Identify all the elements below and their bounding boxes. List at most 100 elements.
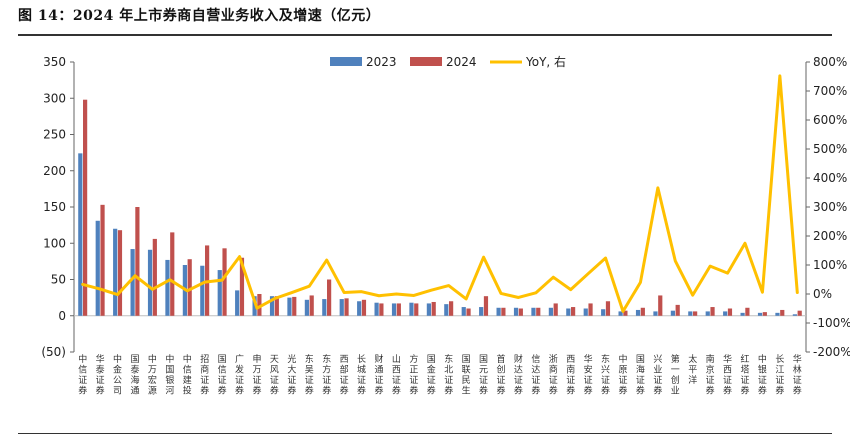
category-label: 广发证券 xyxy=(235,353,244,397)
right-tick-label: 800% xyxy=(813,55,847,69)
right-tick-label: 700% xyxy=(813,84,847,98)
bar-2024 xyxy=(693,311,698,316)
category-label: 东吴证券 xyxy=(305,353,314,397)
bar-2024 xyxy=(83,99,88,316)
category-label: 中原证券 xyxy=(618,353,627,397)
left-tick-label: 50 xyxy=(51,273,66,287)
category-label: 长城证券 xyxy=(357,353,366,397)
category-label: 红塔证券 xyxy=(740,353,749,397)
legend-label: 2024 xyxy=(446,55,477,69)
bar-2023 xyxy=(391,303,397,316)
bar-2023 xyxy=(269,296,275,316)
right-tick-label: 600% xyxy=(813,113,847,127)
bar-2023 xyxy=(409,302,414,316)
bar-2024 xyxy=(449,301,454,316)
category-label: 国元证券 xyxy=(479,354,488,397)
bar-2023 xyxy=(78,153,83,316)
bar-2023 xyxy=(566,308,571,316)
bar-2024 xyxy=(710,307,715,316)
bar-2023 xyxy=(635,309,641,316)
category-label: 第一创业 xyxy=(671,353,680,397)
bar-2023 xyxy=(461,307,466,316)
bar-2023 xyxy=(374,302,379,316)
bar-2024 xyxy=(536,307,541,316)
category-label: 中信建投 xyxy=(183,353,192,397)
bar-2023 xyxy=(688,311,693,316)
left-tick-label: (50) xyxy=(41,345,66,359)
bottom-rule xyxy=(18,433,832,434)
category-label: 财通证券 xyxy=(374,353,383,397)
bar-2024 xyxy=(327,279,332,316)
category-label: 中信证券 xyxy=(78,353,87,397)
category-label: 天风证券 xyxy=(270,355,279,397)
bar-2024 xyxy=(170,232,175,316)
bar-2023 xyxy=(304,299,309,316)
yoy-series-line xyxy=(81,74,799,313)
bar-2023 xyxy=(670,310,675,316)
bar-2023 xyxy=(653,311,658,316)
category-label: 兴业证券 xyxy=(653,354,662,397)
left-tick-label: 350 xyxy=(43,55,66,69)
category-label: 信达证券 xyxy=(531,353,540,397)
bar-2024 xyxy=(292,296,297,316)
legend-swatch-2024 xyxy=(410,57,442,66)
bar-2024 xyxy=(274,296,279,316)
bar-2024 xyxy=(135,207,140,316)
category-label: 光大证券 xyxy=(287,353,296,397)
bar-2024 xyxy=(379,303,384,316)
category-label: 华林证券 xyxy=(793,353,802,397)
category-label: 太平洋 xyxy=(688,353,697,386)
bar-2024 xyxy=(780,309,785,316)
bar-2024 xyxy=(361,299,367,316)
category-label: 中金公司 xyxy=(113,353,122,397)
left-tick-label: 100 xyxy=(43,236,66,250)
bar-2023 xyxy=(287,297,292,316)
category-label: 中国银河 xyxy=(165,353,174,397)
bar-2023 xyxy=(496,307,501,316)
bar-2023 xyxy=(757,312,763,316)
category-label: 申万证券 xyxy=(252,353,261,397)
left-tick-label: 250 xyxy=(43,128,66,142)
bar-2023 xyxy=(252,296,257,316)
bar-2023 xyxy=(95,220,100,316)
legend-label: 2023 xyxy=(366,55,397,69)
category-label: 中万宏源 xyxy=(148,353,157,397)
right-tick-label: 100% xyxy=(813,258,847,272)
bar-2023 xyxy=(217,270,222,316)
left-tick-label: 150 xyxy=(43,200,66,214)
left-tick-label: 300 xyxy=(43,91,66,105)
category-label: 国信证券 xyxy=(218,354,227,397)
bar-2024 xyxy=(518,308,523,316)
bar-2024 xyxy=(466,308,471,316)
bar-2024 xyxy=(222,248,227,316)
bar-2024 xyxy=(239,257,245,316)
category-label: 招商证券 xyxy=(200,353,209,397)
right-tick-label: 300% xyxy=(813,200,847,214)
bar-2023 xyxy=(444,304,449,316)
bar-2024 xyxy=(309,295,314,316)
bar-2023 xyxy=(235,290,240,316)
category-label: 方正证券 xyxy=(409,353,418,397)
category-label: 西南证券 xyxy=(566,354,575,397)
category-label: 国联民生 xyxy=(462,354,471,397)
bar-2023 xyxy=(200,265,205,316)
category-label: 国海证券 xyxy=(636,354,645,397)
right-tick-label: 500% xyxy=(813,142,847,156)
bar-2024 xyxy=(571,307,576,316)
right-tick-label: -100% xyxy=(813,316,850,330)
category-label: 东方证券 xyxy=(322,353,331,397)
left-tick-label: 200 xyxy=(43,164,66,178)
bar-2024 xyxy=(553,303,558,316)
bar-2023 xyxy=(548,307,553,316)
left-tick-label: 0 xyxy=(58,309,66,323)
bar-2023 xyxy=(723,311,728,316)
bar-2024 xyxy=(414,303,419,316)
bar-2023 xyxy=(357,301,362,316)
bar-2023 xyxy=(583,308,588,316)
category-label: 财达证券 xyxy=(514,353,523,397)
bar-2024 xyxy=(605,301,611,316)
category-label: 中银证券 xyxy=(758,353,767,397)
legend-swatch-2023 xyxy=(330,57,362,66)
category-label: 山西证券 xyxy=(392,354,401,397)
